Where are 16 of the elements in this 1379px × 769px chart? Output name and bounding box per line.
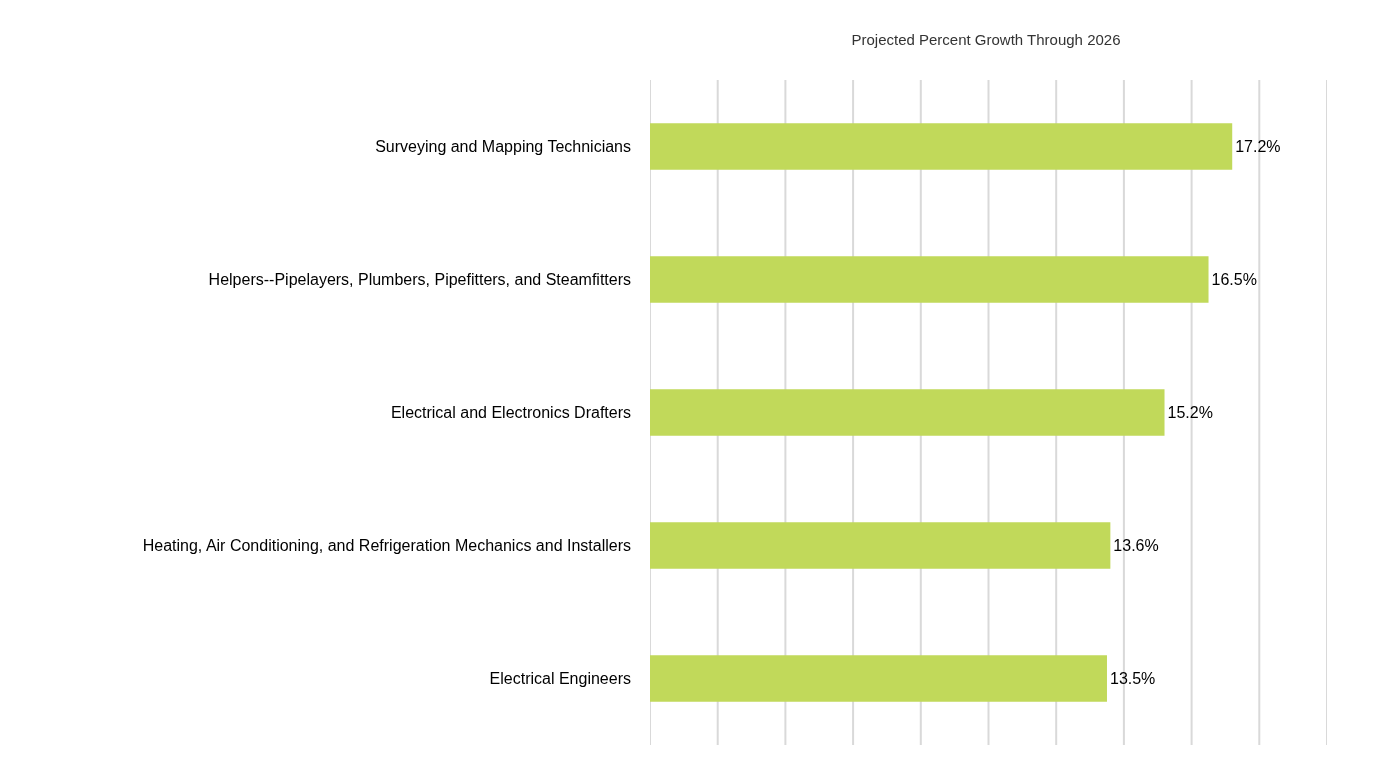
data-label: 15.2% <box>1167 404 1213 422</box>
bar <box>650 655 1107 702</box>
data-label: 13.5% <box>1109 670 1156 688</box>
bar <box>650 123 1233 170</box>
y-tick-label: Heating, Air Conditioning, and Refrigeration Mechanics and Installers <box>142 537 631 555</box>
y-tick-label: Electrical and Electronics Drafters <box>390 404 631 422</box>
data-label: 17.2% <box>1235 138 1281 156</box>
y-tick-label: Electrical Engineers <box>489 670 631 688</box>
data-label: 16.5% <box>1211 271 1257 288</box>
bar <box>650 389 1165 436</box>
y-tick-label: Surveying and Mapping Technicians <box>375 138 631 156</box>
bar <box>650 256 1209 303</box>
data-label: 13.6% <box>1113 537 1159 555</box>
y-tick-label: Helpers--Pipelayers, Plumbers, Pipefitters, and Steamfitters <box>208 271 631 289</box>
bar <box>650 522 1111 569</box>
chart-title: Projected Percent Growth Through 2026 <box>851 31 1121 49</box>
